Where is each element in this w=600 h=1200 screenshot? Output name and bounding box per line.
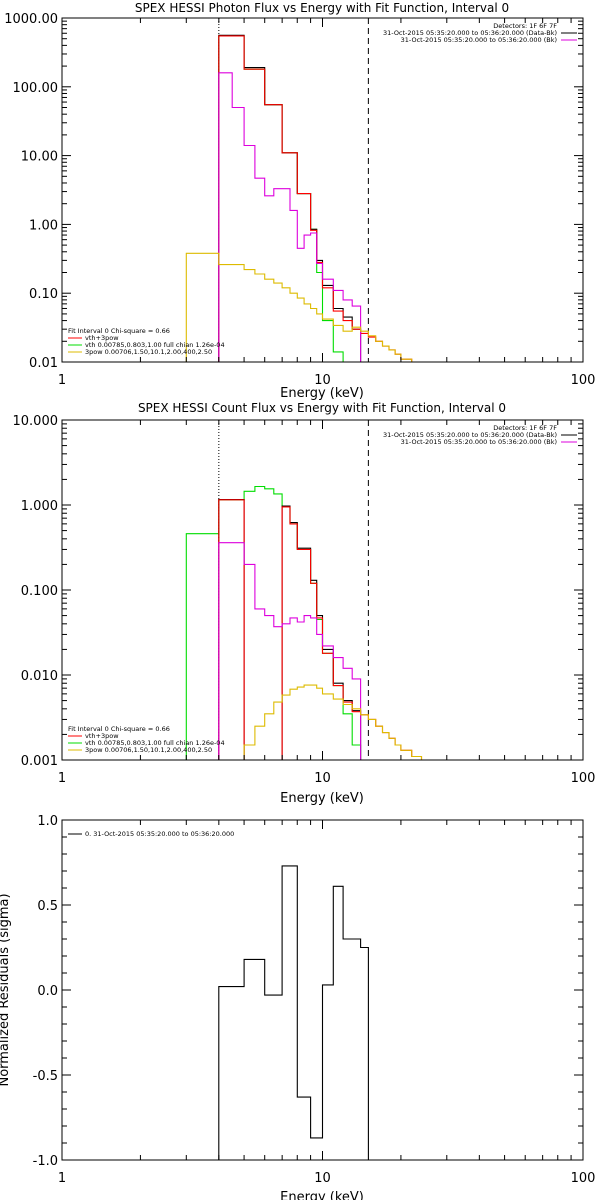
- plot-clip-group: [218, 865, 369, 1160]
- x-tick-label: 1: [58, 1171, 66, 1186]
- x-tick-label: 10: [314, 373, 331, 388]
- x-tick-label: 100: [571, 373, 596, 388]
- histogram-series-0: [185, 485, 362, 760]
- y-tick-label: -0.5: [33, 1069, 58, 1084]
- histogram-series-2: [218, 35, 413, 362]
- y-tick-label: 0.010: [21, 669, 58, 684]
- y-tick-label: 10.00: [21, 150, 58, 165]
- legend-entry: Fit Interval 0 Chi-square = 0.66: [68, 327, 170, 335]
- x-tick-label: 100: [571, 771, 596, 786]
- count-axes: 1 10 100 0.001 0.010 0.100 1.000 10.000 Detector…: [13, 414, 596, 786]
- legend-entry: Fit Interval 0 Chi-square = 0.66: [68, 725, 170, 733]
- y-tick-label: 1.000: [21, 499, 58, 514]
- legend-entry: vth 0.00785,0.803,1.00 full chian 1.26e-…: [85, 341, 225, 349]
- photon-xlabel: Energy (keV): [280, 386, 364, 401]
- y-tick-label: 1.0: [37, 814, 58, 829]
- histogram-series-4: [185, 252, 413, 362]
- y-tick-label: 10.000: [13, 414, 59, 429]
- legend-entry: Detectors: 1F 6F 7F: [493, 424, 557, 432]
- x-tick-label: 100: [571, 1171, 596, 1186]
- legend-entry: 31-Oct-2015 05:35:20.000 to 05:36:20.000…: [383, 431, 557, 439]
- y-tick-label: 0.001: [21, 754, 58, 769]
- residuals-panel: 1 10 100 -1.0 -0.5 0.0 0.5 1.0 0. 31-Oct-2015 05…: [0, 814, 595, 1200]
- photon-axes: 1 10 100 0.01 0.10 1.00 10.00 100.00 1000.00 Dete…: [4, 12, 595, 388]
- y-tick-label: 0.01: [29, 356, 58, 371]
- count-chart-title: SPEX HESSI Count Flux vs Energy with Fit…: [138, 401, 506, 415]
- y-tick-label: 0.5: [37, 899, 58, 914]
- y-tick-label: 0.0: [37, 984, 58, 999]
- histogram-series-4: [243, 684, 432, 760]
- legend-entry: 31-Oct-2015 05:35:20.000 to 05:36:20.000…: [383, 29, 557, 37]
- legend-entry: 31-Oct-2015 05:35:20.000 to 05:36:20.000…: [401, 36, 557, 44]
- legend-entry: 0. 31-Oct-2015 05:35:20.000 to 05:36:20.…: [85, 830, 234, 838]
- count-plot-area: [185, 420, 432, 760]
- legend-entry: 3pow 0.00706,1.50,10.1,2.00,400,2.50: [85, 746, 212, 754]
- photon-flux-panel: SPEX HESSI Photon Flux vs Energy with Fi…: [4, 1, 595, 401]
- x-tick-label: 1: [58, 373, 66, 388]
- residuals-plot-area: [218, 865, 369, 1160]
- y-tick-label: 0.100: [21, 584, 58, 599]
- y-tick-label: 1000.00: [4, 12, 58, 27]
- histogram-series-3: [218, 542, 362, 760]
- histogram-series-2: [218, 499, 432, 760]
- plot-clip-group: [185, 420, 432, 760]
- count-xlabel: Energy (keV): [280, 791, 364, 806]
- y-tick-label: 100.00: [13, 81, 59, 96]
- x-tick-label: 10: [314, 1171, 331, 1186]
- legend-entry: vth 0.00785,0.803,1.00 full chian 1.26e-…: [85, 739, 225, 747]
- x-tick-label: 1: [58, 771, 66, 786]
- residuals-ylabel: Normalized Residuals (sigma): [0, 893, 12, 1086]
- y-tick-label: 1.00: [29, 218, 58, 233]
- y-tick-label: -1.0: [33, 1154, 58, 1169]
- legend-entry: 31-Oct-2015 05:35:20.000 to 05:36:20.000…: [401, 438, 557, 446]
- photon-chart-title: SPEX HESSI Photon Flux vs Energy with Fi…: [135, 1, 509, 15]
- legend-entry: Detectors: 1F 6F 7F: [493, 22, 557, 30]
- legend-entry: vth+3pow: [85, 732, 119, 740]
- histogram-series-1: [218, 498, 362, 760]
- histogram-series-0: [218, 35, 344, 362]
- legend-entry: vth+3pow: [85, 334, 119, 342]
- plot-clip-group: [185, 18, 413, 362]
- count-flux-panel: SPEX HESSI Count Flux vs Energy with Fit…: [13, 401, 596, 806]
- x-tick-label: 10: [314, 771, 331, 786]
- residuals-xlabel: Energy (keV): [280, 1190, 364, 1200]
- photon-plot-area: [185, 18, 413, 362]
- axes-frame: [61, 419, 584, 761]
- y-tick-label: 0.10: [29, 287, 58, 302]
- histogram-series-0: [218, 865, 369, 1160]
- residuals-axes: 1 10 100 -1.0 -0.5 0.0 0.5 1.0 0. 31-Oct-2015 05…: [33, 814, 596, 1186]
- histogram-series-3: [218, 72, 362, 362]
- legend-entry: 3pow 0.00706,1.50,10.1,2.00,400,2.50: [85, 348, 212, 356]
